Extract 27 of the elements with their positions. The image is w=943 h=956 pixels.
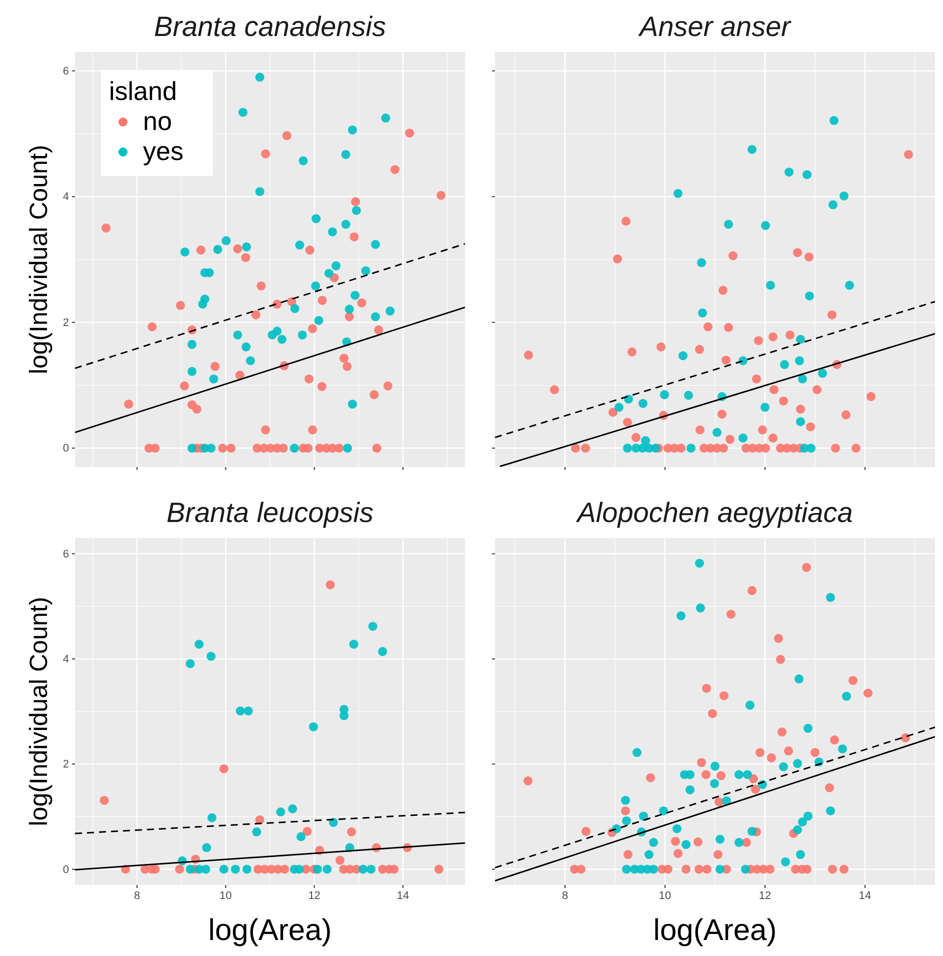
chart-title: Branta canadensis <box>154 11 386 42</box>
y-tick-label: 2 <box>62 758 69 771</box>
chart-title: Alopochen aegyptiaca <box>575 497 853 528</box>
x-axis-title: log(Area) <box>653 914 777 947</box>
legend-label: no <box>143 106 172 136</box>
y-tick-label: 4 <box>62 653 69 666</box>
x-tick-label: 12 <box>308 890 320 902</box>
chart-title: Anser anser <box>638 11 792 42</box>
y-tick-label: 4 <box>62 191 69 204</box>
x-tick-label: 14 <box>396 890 410 902</box>
chart-title: Branta leucopsis <box>166 497 374 528</box>
x-tick-label: 10 <box>220 890 232 902</box>
y-tick-label: 2 <box>62 316 69 329</box>
y-tick-label: 6 <box>62 65 69 78</box>
x-tick-label: 12 <box>758 890 772 902</box>
x-tick-label: 8 <box>562 890 568 902</box>
legend-label: yes <box>143 136 184 166</box>
legend-title: island <box>109 76 177 106</box>
y-axis-title: log(Individual Count) <box>25 144 53 374</box>
y-axis-title: log(Individual Count) <box>25 596 53 826</box>
x-tick-label: 14 <box>858 890 872 902</box>
x-tick-label: 8 <box>134 890 140 902</box>
y-tick-label: 0 <box>62 864 69 876</box>
y-tick-label: 6 <box>62 548 69 560</box>
y-tick-label: 0 <box>62 442 69 455</box>
x-axis-title: log(Area) <box>208 914 332 947</box>
x-tick-label: 10 <box>658 890 672 902</box>
